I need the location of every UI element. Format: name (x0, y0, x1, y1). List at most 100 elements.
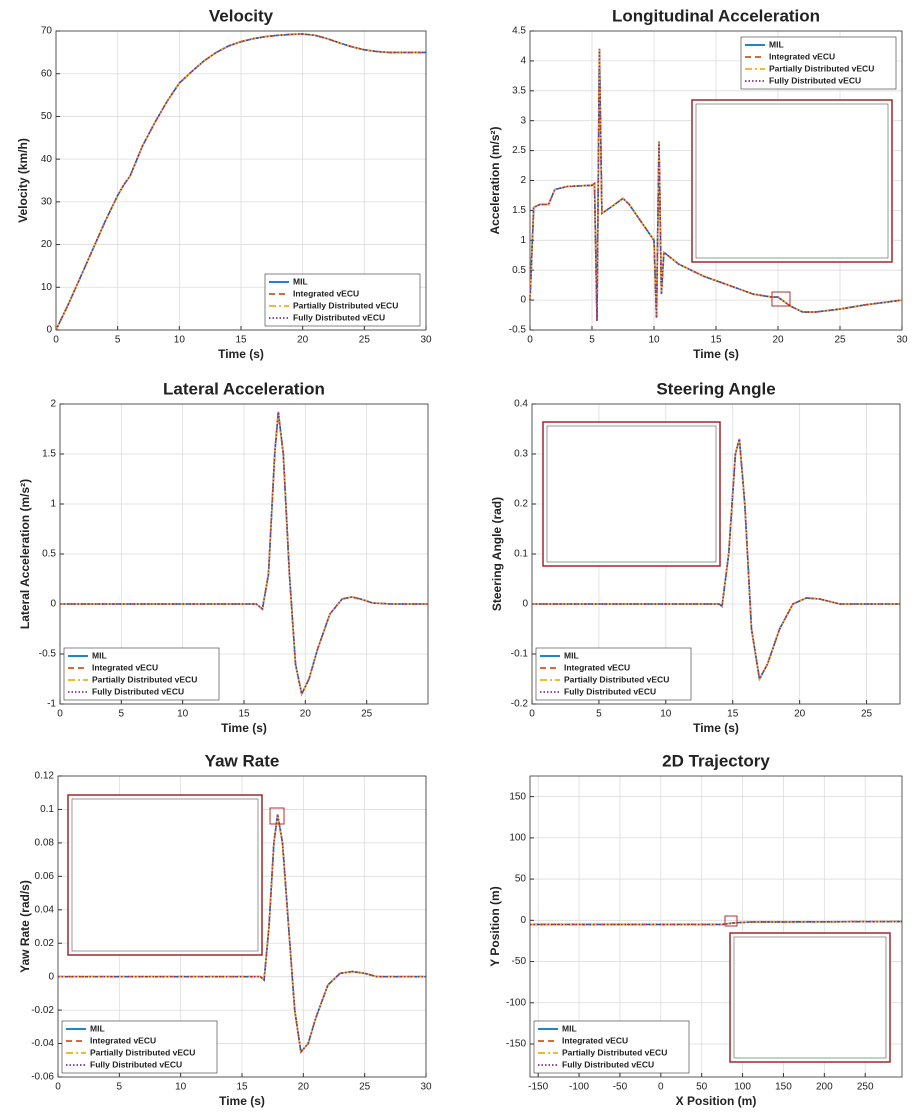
x-tick-label: 10 (177, 709, 189, 720)
x-tick-label: 100 (734, 1082, 751, 1093)
legend-label: MIL (92, 650, 107, 660)
y-tick-label: -100 (506, 997, 526, 1008)
y-tick-label: -0.5 (39, 649, 57, 660)
x-tick-label: 30 (896, 335, 908, 346)
y-tick-label: 20 (41, 239, 53, 250)
y-tick-label: 70 (41, 26, 53, 37)
x-tick-label: 0 (57, 709, 63, 720)
inset-inner (733, 936, 887, 1059)
y-tick-label: 0.1 (40, 804, 54, 815)
y-tick-label: -0.04 (31, 1038, 54, 1049)
legend-label: Integrated vECU (564, 662, 630, 672)
x-tick-label: 20 (300, 709, 312, 720)
y-tick-label: 0.04 (35, 904, 55, 915)
x-tick-label: 0 (55, 1082, 61, 1093)
x-tick-label: 50 (696, 1082, 708, 1093)
y-tick-label: 0 (520, 915, 526, 926)
axes-box (529, 775, 903, 1078)
legend-box (63, 647, 220, 701)
y-tick-label: 2 (50, 399, 56, 410)
legend-label: Partially Distributed vECU (293, 300, 398, 310)
y-tick-label: 0 (522, 599, 528, 610)
axes-box (529, 30, 903, 331)
y-axis-label: Lateral Acceleration (m/s²) (18, 479, 32, 629)
legend-label: Fully Distributed vECU (90, 1059, 182, 1069)
y-tick-label: 10 (41, 282, 53, 293)
axes-box (57, 775, 427, 1078)
x-axis-label: Time (s) (219, 1094, 265, 1108)
legend-label: Partially Distributed vECU (90, 1047, 195, 1057)
chart-title: Longitudinal Acceleration (612, 6, 820, 25)
inset-inner (695, 103, 889, 259)
legend-label: Partially Distributed vECU (769, 63, 874, 73)
legend-label: Partially Distributed vECU (562, 1047, 667, 1057)
y-axis-label: Y Position (m) (488, 886, 502, 966)
legend-box (535, 647, 692, 701)
y-tick-label: 0.5 (42, 549, 56, 560)
x-tick-label: 20 (297, 335, 309, 346)
inset-frame (67, 794, 263, 956)
x-tick-label: 25 (359, 1082, 371, 1093)
x-tick-label: 0 (658, 1082, 664, 1093)
x-tick-label: 25 (861, 709, 873, 720)
axes-box (59, 403, 429, 705)
series-line (58, 814, 426, 1054)
zoom-marker (771, 291, 791, 307)
legend-label: MIL (564, 650, 579, 660)
legend-label: Fully Distributed vECU (769, 75, 861, 85)
series-line (530, 920, 903, 926)
y-tick-label: -0.02 (31, 1005, 54, 1016)
x-axis-label: Time (s) (221, 721, 267, 735)
inset-inner (71, 798, 259, 952)
inset-inner (546, 425, 717, 563)
x-tick-label: 20 (298, 1082, 310, 1093)
y-tick-label: 0.5 (512, 265, 526, 276)
x-tick-label: 5 (117, 1082, 123, 1093)
x-axis-label: X Position (m) (676, 1094, 757, 1108)
legend-box (533, 1020, 690, 1074)
y-tick-label: 1 (520, 235, 526, 246)
axes-box (531, 403, 901, 705)
x-tick-label: 15 (238, 709, 250, 720)
legend-label: Integrated vECU (90, 1035, 156, 1045)
y-tick-label: 0 (48, 971, 54, 982)
y-tick-label: 0 (520, 295, 526, 306)
y-tick-label: 0.4 (514, 399, 528, 410)
y-tick-label: 30 (41, 196, 53, 207)
legend-label: Integrated vECU (293, 288, 359, 298)
x-tick-label: 10 (660, 709, 672, 720)
legend-label: Fully Distributed vECU (293, 312, 385, 322)
legend-label: Integrated vECU (562, 1035, 628, 1045)
x-tick-label: 20 (772, 335, 784, 346)
x-tick-label: 150 (775, 1082, 792, 1093)
y-tick-label: 0.06 (35, 871, 55, 882)
y-tick-label: 2.5 (512, 145, 526, 156)
chart-title: Yaw Rate (205, 751, 280, 770)
inset-frame (729, 932, 891, 1063)
y-tick-label: 0.3 (514, 449, 528, 460)
y-tick-label: 0.1 (514, 549, 528, 560)
y-tick-label: 0 (50, 599, 56, 610)
y-tick-label: 3 (520, 115, 526, 126)
y-tick-label: 0.08 (35, 838, 55, 849)
y-tick-label: 0 (46, 325, 52, 336)
legend-label: MIL (562, 1023, 577, 1033)
y-tick-label: -50 (512, 956, 527, 967)
y-tick-label: 50 (41, 111, 53, 122)
legend-label: Partially Distributed vECU (92, 674, 197, 684)
y-tick-label: 50 (515, 874, 527, 885)
legend-label: Fully Distributed vECU (92, 686, 184, 696)
y-tick-label: -150 (506, 1039, 526, 1050)
y-tick-label: 4.5 (512, 26, 526, 37)
y-axis-label: Steering Angle (rad) (490, 497, 504, 611)
x-tick-label: 250 (857, 1082, 874, 1093)
chart-title: Steering Angle (656, 379, 775, 398)
x-tick-label: 30 (420, 335, 432, 346)
y-tick-label: 0.2 (514, 499, 528, 510)
x-axis-label: Time (s) (693, 347, 739, 361)
x-tick-label: 20 (794, 709, 806, 720)
axes-box (55, 30, 427, 331)
y-tick-label: -0.5 (509, 325, 527, 336)
x-tick-label: 0 (529, 709, 535, 720)
